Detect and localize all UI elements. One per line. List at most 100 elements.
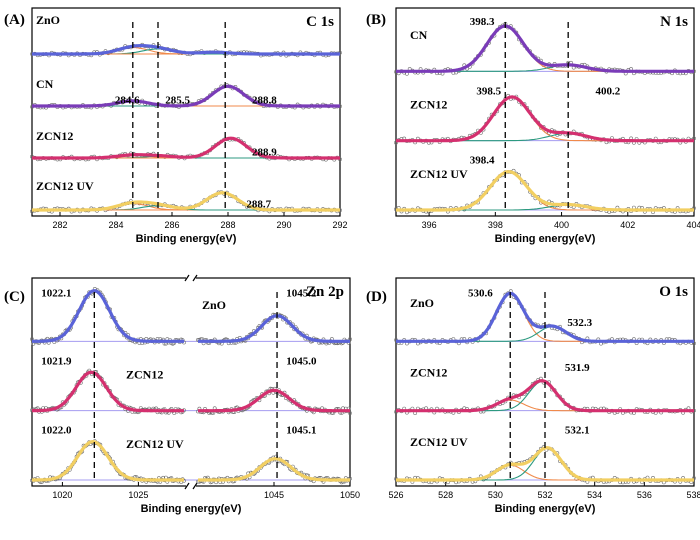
x-tick-label: 292: [332, 220, 347, 230]
series-zcn12-uv: ZCN12 UV: [30, 179, 342, 214]
fit-envelope: [197, 457, 351, 482]
peak-label: 288.9: [252, 146, 277, 158]
peak-label: 398.5: [476, 85, 501, 97]
sample-label: ZnO: [410, 296, 434, 310]
sample-label: ZCN12: [126, 368, 163, 382]
sample-label: ZCN12: [410, 365, 447, 379]
component-peak: [32, 137, 340, 159]
sample-label: ZCN12: [410, 98, 447, 112]
axis-break-mark: [184, 482, 190, 490]
x-tick-label: 536: [637, 490, 652, 500]
series-zcn12: ZCN12: [30, 129, 342, 162]
fit-envelope: [197, 314, 351, 343]
panel-title: N 1s: [660, 14, 688, 30]
x-tick-label: 400: [554, 220, 569, 230]
x-tick-label: 532: [537, 490, 552, 500]
x-tick-label: 402: [620, 220, 635, 230]
fit-envelope: [396, 24, 694, 73]
sample-label: ZCN12 UV: [410, 435, 468, 449]
panel-label: (D): [366, 289, 387, 305]
plot-frame: [31, 7, 341, 217]
x-tick-label: 396: [422, 220, 437, 230]
x-axis-label: Binding energy(eV): [495, 503, 596, 515]
panel-a-c1s: (A) C 1s 282 284 286 288 290 292 Binding energy(…: [4, 7, 348, 245]
x-tick-label: 1050: [340, 490, 360, 500]
x-axis-label: Binding energy(eV): [495, 233, 596, 245]
peak-label: 532.3: [567, 317, 592, 329]
sample-label: ZCN12 UV: [36, 179, 94, 193]
sample-label: ZCN12: [36, 129, 73, 143]
peak-label: 530.6: [468, 287, 493, 299]
panel-title: C 1s: [306, 14, 334, 30]
fit-envelope: [197, 388, 351, 413]
sample-label: ZnO: [36, 13, 60, 27]
x-tick-label: 526: [388, 490, 403, 500]
peak-label: 288.8: [252, 94, 277, 106]
peak-label: 1045.0: [286, 355, 317, 367]
peak-label: 1021.9: [41, 355, 72, 367]
panel-title: O 1s: [659, 284, 688, 300]
fit-envelope: [31, 289, 185, 343]
peak-label: 1045.1: [286, 425, 316, 437]
plot-frame: [395, 7, 695, 217]
x-tick-label: 534: [587, 490, 602, 500]
peak-label: 285.5: [165, 94, 190, 106]
peak-label: 288.7: [246, 198, 271, 210]
peak-label: 398.4: [470, 155, 495, 167]
x-tick-label: 288: [220, 220, 235, 230]
x-tick-label: 1020: [52, 490, 72, 500]
x-tick-label: 290: [276, 220, 291, 230]
x-tick-label: 1045: [264, 490, 284, 500]
series-zcn12: ZCN12: [394, 93, 696, 145]
x-tick-label: 284: [108, 220, 123, 230]
axis-break-mark: [192, 482, 198, 490]
peak-label: 398.3: [470, 16, 495, 28]
series-cn: CN: [394, 21, 696, 76]
series-zcn12: ZCN12: [30, 368, 352, 416]
sample-label: ZCN12 UV: [410, 167, 468, 181]
series-zno: ZnO: [30, 13, 342, 58]
x-tick-label: 286: [164, 220, 179, 230]
x-tick-label: 528: [438, 490, 453, 500]
axis-break-mark: [184, 274, 190, 282]
fit-envelope: [32, 136, 340, 160]
x-tick-label: 530: [488, 490, 503, 500]
series-cn: CN: [30, 77, 342, 110]
peak-label: 1045.2: [286, 287, 317, 299]
axis-break-gap: [186, 277, 196, 487]
x-axis-label: Binding energy(eV): [141, 503, 242, 515]
sample-label: CN: [36, 77, 54, 91]
panel-c-zn2p: (C) Zn 2p 1020 1025 1045 1050 Binding energy(e…: [4, 274, 360, 515]
series-zno: ZnO: [30, 286, 352, 346]
peak-label: 531.9: [565, 362, 590, 374]
fit-envelope: [396, 379, 694, 413]
x-tick-label: 538: [686, 490, 700, 500]
panel-label: (A): [4, 12, 25, 28]
fit-envelope: [32, 44, 340, 56]
peak-label: 284.6: [115, 94, 140, 106]
fit-envelope: [32, 84, 340, 108]
x-tick-label: 404: [686, 220, 700, 230]
series-zcn12: ZCN12: [394, 365, 696, 416]
fit-envelope: [31, 440, 185, 482]
x-tick-label: 1025: [128, 490, 148, 500]
panel-label: (B): [366, 12, 386, 28]
panel-d-o1s: (D) O 1s 526 528 530 532 534 536 538 Binding ener…: [366, 277, 700, 515]
peak-label: 532.1: [565, 425, 590, 437]
peak-label: 1022.0: [41, 425, 72, 437]
fit-envelope: [31, 370, 185, 413]
x-tick-label: 398: [488, 220, 503, 230]
series-zcn12-uv: ZCN12 UV: [30, 437, 352, 485]
series-zcn12-uv: ZCN12 UV: [394, 167, 696, 215]
axis-break-mark: [192, 274, 198, 282]
fit-envelope: [396, 95, 694, 143]
sample-label: ZnO: [202, 298, 226, 312]
sample-label: CN: [410, 28, 428, 42]
peak-label: 400.2: [596, 85, 621, 97]
fit-envelope: [32, 191, 340, 212]
x-axis-label: Binding energy(eV): [136, 233, 237, 245]
sample-label: ZCN12 UV: [126, 437, 184, 451]
peak-label: 1022.1: [41, 287, 71, 299]
panel-title: Zn 2p: [306, 284, 344, 300]
